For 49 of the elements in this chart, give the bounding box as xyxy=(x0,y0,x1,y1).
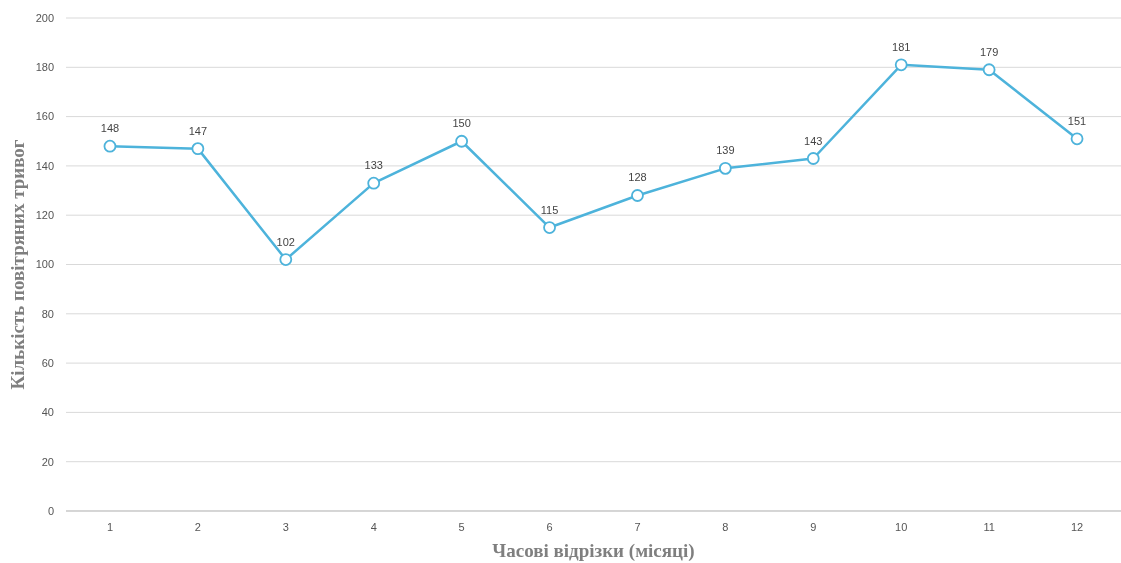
y-tick-label: 180 xyxy=(35,61,54,74)
x-tick-label: 12 xyxy=(1070,521,1084,533)
x-tick-label: 10 xyxy=(895,521,908,533)
x-tick-label: 4 xyxy=(370,521,377,533)
data-label: 139 xyxy=(716,144,735,157)
point xyxy=(806,152,820,165)
point xyxy=(894,58,908,72)
point xyxy=(191,142,205,156)
y-tick-label: 140 xyxy=(35,159,54,172)
data-label: 147 xyxy=(188,124,208,137)
point xyxy=(279,253,293,266)
data-label: 133 xyxy=(364,159,383,172)
x-tick-label: 3 xyxy=(282,521,289,533)
data-label: 143 xyxy=(804,134,823,147)
data-label: 150 xyxy=(452,117,471,130)
y-tick-label: 20 xyxy=(41,455,54,468)
x-tick-label: 8 xyxy=(722,521,729,533)
y-tick-label: 120 xyxy=(35,209,54,222)
point xyxy=(543,221,556,234)
data-label: 181 xyxy=(892,40,911,53)
y-tick-label: 200 xyxy=(35,11,54,24)
x-tick-label: 6 xyxy=(546,521,553,533)
point xyxy=(1070,132,1084,146)
point xyxy=(631,189,644,202)
point xyxy=(103,139,117,153)
y-tick-label: 60 xyxy=(41,356,54,369)
point xyxy=(455,134,469,148)
x-tick-label: 1 xyxy=(106,521,114,533)
y-axis-title: Кількість повітряних тривог xyxy=(7,139,28,390)
y-tick-label: 0 xyxy=(47,504,54,517)
x-tick-label: 7 xyxy=(634,521,641,533)
data-label: 128 xyxy=(628,171,647,184)
x-tick-label: 11 xyxy=(983,521,995,533)
x-tick-label: 5 xyxy=(458,521,465,533)
point xyxy=(718,161,732,175)
x-tick-label: 2 xyxy=(194,521,201,533)
y-tick-label: 100 xyxy=(35,258,54,271)
data-label: 102 xyxy=(276,235,295,248)
point xyxy=(982,63,996,77)
x-tick-label: 9 xyxy=(810,521,817,533)
data-label: 148 xyxy=(100,122,120,135)
data-label: 115 xyxy=(540,203,559,216)
point xyxy=(367,176,381,190)
y-tick-label: 80 xyxy=(41,307,54,320)
data-label: 151 xyxy=(1067,114,1087,127)
x-axis-title: Часові відрізки (місяці) xyxy=(492,540,695,562)
y-tick-label: 160 xyxy=(35,110,54,123)
y-tick-label: 40 xyxy=(41,406,54,419)
data-label: 179 xyxy=(979,45,999,58)
